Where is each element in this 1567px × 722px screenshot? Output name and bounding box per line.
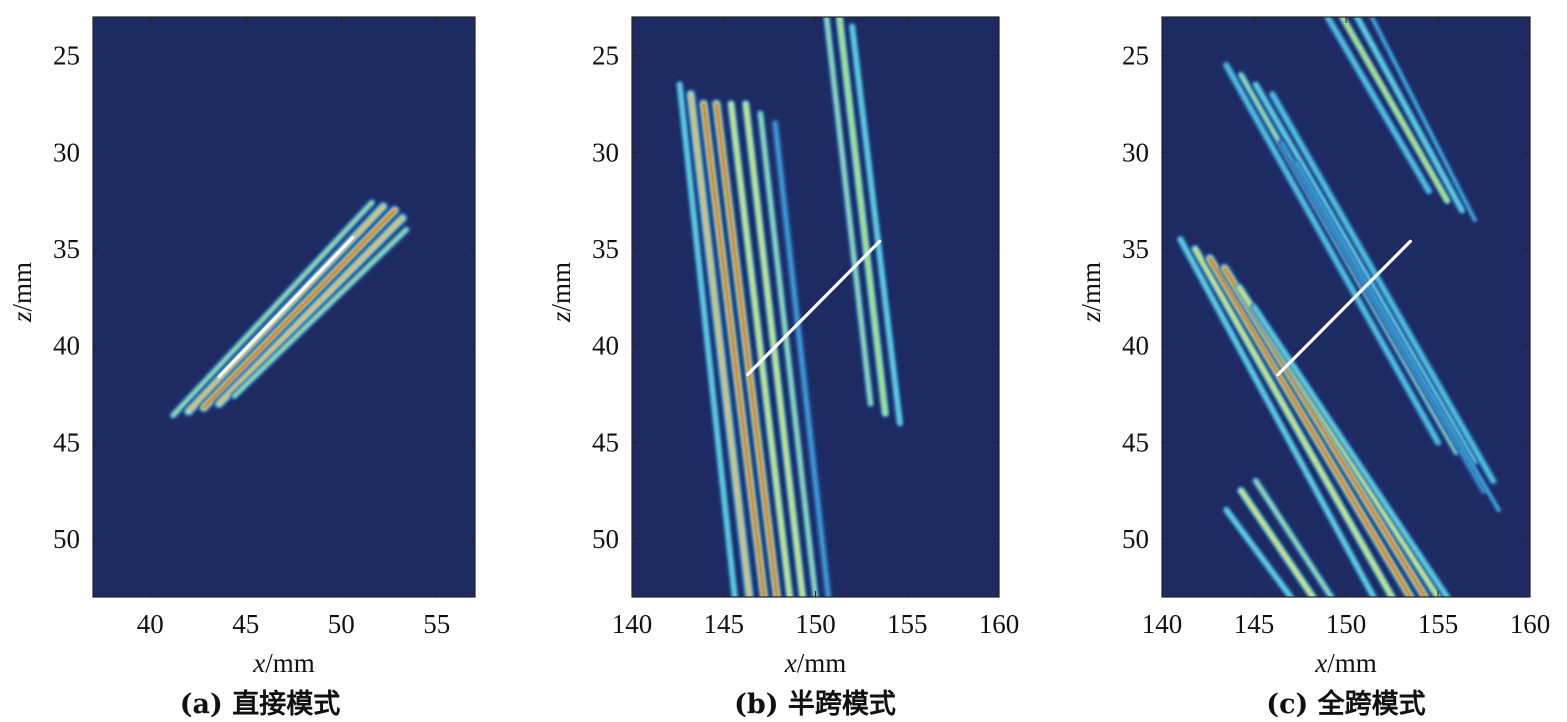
y-tick-label: 25 — [1122, 41, 1149, 71]
stripe — [198, 204, 401, 414]
stripe — [771, 119, 833, 597]
y-axis-label: z/mm — [7, 262, 37, 323]
y-axis-label: z/mm — [546, 262, 576, 323]
x-tick-label: 160 — [1510, 609, 1551, 639]
stripe — [835, 17, 890, 418]
stripe — [698, 98, 770, 597]
y-tick-label: 30 — [53, 137, 80, 167]
reference-line — [217, 235, 355, 379]
stripe — [1191, 245, 1396, 597]
axes-box — [92, 16, 476, 598]
stripe — [1251, 477, 1336, 597]
heatmap-stripes — [169, 198, 411, 420]
stripe — [1237, 486, 1317, 597]
stripe — [741, 100, 807, 597]
x-tick-label: 145 — [704, 609, 745, 639]
stripe — [1222, 61, 1442, 447]
panel-caption: (c) 全跨模式 — [1266, 688, 1425, 720]
x-tick-label: 55 — [423, 609, 450, 639]
stripe — [756, 109, 820, 597]
stripe — [822, 17, 875, 408]
stripe — [710, 98, 783, 597]
x-tick-label: 45 — [232, 609, 259, 639]
y-tick-label: 35 — [592, 234, 619, 264]
stripe — [1176, 235, 1378, 597]
stripe — [848, 22, 904, 427]
reference-line — [1276, 239, 1413, 377]
stripe — [1222, 506, 1295, 597]
stripe — [1353, 17, 1466, 215]
x-axis-label: x/mm — [1314, 648, 1377, 678]
y-tick-label: 50 — [1122, 524, 1149, 554]
stripe — [1369, 17, 1478, 223]
stripe — [213, 212, 408, 410]
y-tick-label: 35 — [53, 234, 80, 264]
y-tick-label: 45 — [1122, 427, 1149, 457]
reference-line — [746, 239, 882, 377]
heatmap-stripes — [1176, 17, 1502, 597]
y-tick-label: 25 — [592, 41, 619, 71]
y-tick-label: 30 — [1122, 137, 1149, 167]
x-axis-label: x/mm — [252, 648, 315, 678]
stripe — [1251, 80, 1479, 466]
y-tick-label: 35 — [1122, 234, 1149, 264]
x-tick-label: 40 — [137, 609, 164, 639]
stripe — [1250, 303, 1452, 597]
panel-caption: (b) 半跨模式 — [734, 689, 896, 720]
y-tick-label: 25 — [53, 41, 80, 71]
x-tick-label: 145 — [1234, 609, 1275, 639]
x-tick-label: 150 — [795, 609, 836, 639]
heatmap-stripes — [675, 17, 904, 597]
y-tick-label: 45 — [53, 427, 80, 457]
x-tick-label: 150 — [1326, 609, 1367, 639]
stripe — [685, 88, 755, 597]
stripe — [1323, 17, 1433, 195]
x-tick-label: 140 — [1142, 609, 1183, 639]
panel-a: 40 45 50 55 25 30 35 40 45 50 x/mm z/mm (a) 直接模式 — [7, 16, 476, 720]
x-axis-label: x/mm — [784, 648, 847, 678]
y-tick-label: 30 — [592, 137, 619, 167]
stripe — [1204, 253, 1416, 597]
stripe — [1338, 17, 1452, 205]
panel-caption: (a) 直接模式 — [180, 689, 340, 720]
stripe — [727, 100, 794, 597]
y-tick-label: 40 — [592, 331, 619, 361]
y-tick-label: 45 — [592, 427, 619, 457]
y-tick-label: 40 — [1122, 331, 1149, 361]
stripe — [230, 225, 411, 400]
x-tick-label: 155 — [887, 609, 928, 639]
panel-c: 140 145 150 155 160 25 30 35 40 45 50 x/mm z/mm (c) 全… — [1076, 16, 1551, 720]
stripe — [1268, 90, 1498, 485]
y-tick-label: 40 — [53, 331, 80, 361]
x-tick-label: 155 — [1418, 609, 1459, 639]
stripe — [1277, 138, 1488, 495]
stripe — [675, 80, 739, 597]
x-tick-label: 50 — [328, 609, 355, 639]
y-tick-label: 50 — [592, 524, 619, 554]
x-tick-label: 140 — [612, 609, 653, 639]
stripe — [1293, 159, 1502, 513]
panel-b: 140 145 150 155 160 25 30 35 40 45 50 x/mm z/mm (b) 半… — [546, 16, 1020, 720]
stripe — [169, 198, 376, 420]
y-axis-label: z/mm — [1076, 262, 1106, 323]
x-tick-label: 160 — [979, 609, 1020, 639]
y-tick-label: 50 — [53, 524, 80, 554]
